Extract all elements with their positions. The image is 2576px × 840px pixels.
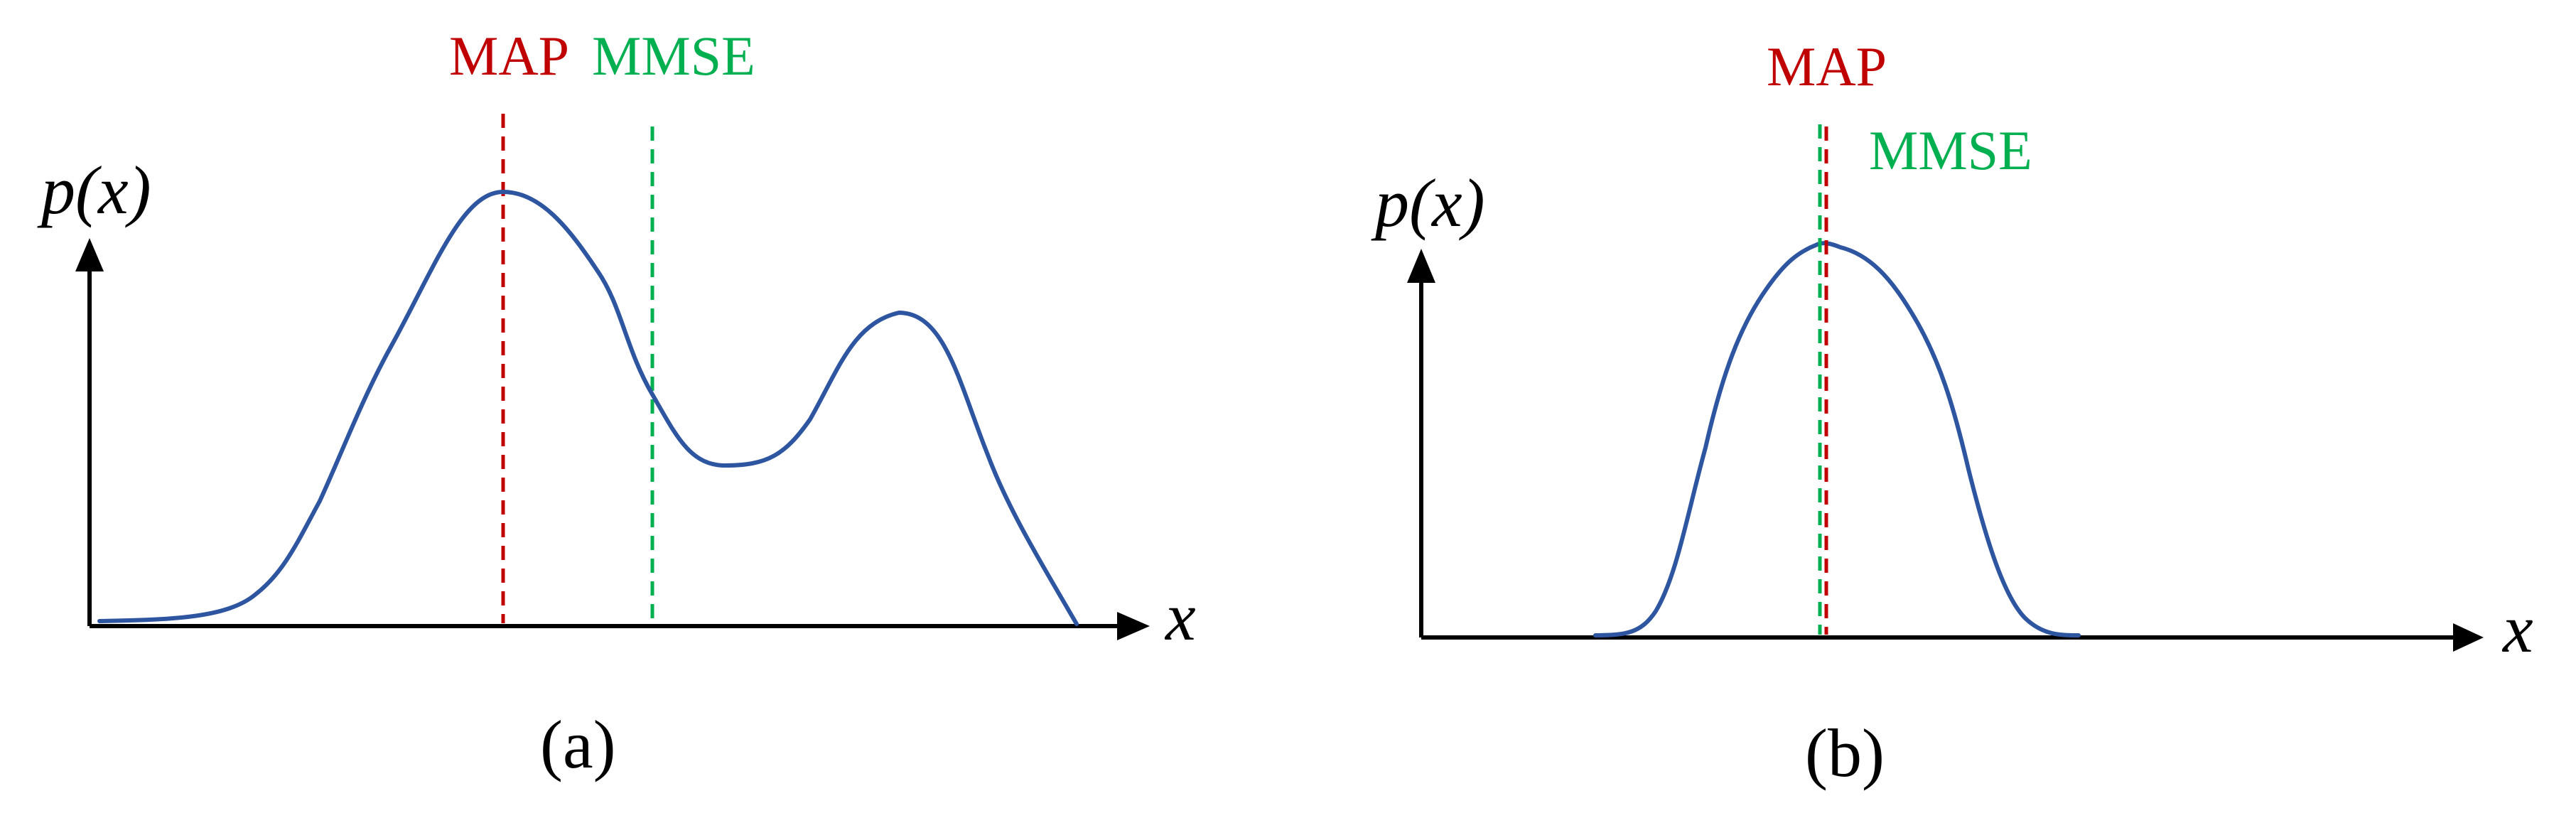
panel-a-y-axis-label: p(x) [37, 152, 151, 228]
panel-b-y-axis-arrow-icon [1407, 249, 1435, 283]
panel-b-mmse-label: MMSE [1869, 119, 2032, 181]
panel-b: MAP MMSE p(x) x (b) [1371, 36, 2533, 791]
panel-b-caption: (b) [1805, 715, 1885, 791]
panel-b-y-axis-label: p(x) [1371, 165, 1485, 241]
panel-a-map-label: MAP [449, 25, 569, 87]
panel-a-y-axis-arrow-icon [75, 238, 104, 271]
panel-b-map-label: MAP [1767, 36, 1887, 97]
panel-a-x-axis-arrow-icon [1117, 612, 1150, 640]
panel-b-density-curve [1593, 241, 2081, 637]
panel-a-caption: (a) [540, 706, 616, 782]
panel-a-density-curve [97, 190, 1079, 626]
panel-a-mmse-label: MMSE [592, 25, 755, 87]
panel-a: MAP MMSE p(x) x (a) [37, 25, 1196, 782]
panel-b-x-axis-label: x [2501, 591, 2533, 667]
panel-b-x-axis-arrow-icon [2453, 623, 2484, 652]
panel-a-x-axis-label: x [1164, 578, 1196, 655]
